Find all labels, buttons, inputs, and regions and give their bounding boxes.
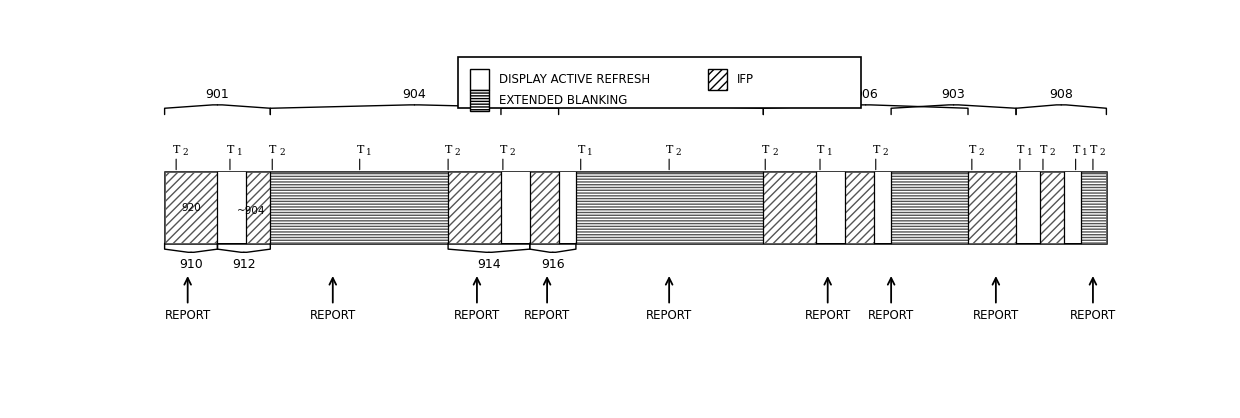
Text: 908: 908: [1049, 88, 1073, 101]
Text: T: T: [174, 145, 181, 155]
Text: T: T: [227, 145, 234, 155]
Text: T: T: [1073, 145, 1080, 155]
Text: DISPLAY ACTIVE REFRESH: DISPLAY ACTIVE REFRESH: [498, 74, 650, 87]
Text: 912: 912: [232, 258, 255, 271]
Text: T: T: [1040, 145, 1048, 155]
Bar: [892, 173, 968, 243]
Text: REPORT: REPORT: [525, 309, 570, 322]
Bar: [470, 69, 490, 90]
Text: 2: 2: [279, 148, 285, 157]
Text: T: T: [817, 145, 825, 155]
Text: 2: 2: [676, 148, 682, 157]
Bar: [1016, 173, 1040, 243]
Text: 2: 2: [978, 148, 985, 157]
Bar: [458, 56, 862, 108]
Bar: [874, 173, 892, 243]
Bar: [558, 173, 575, 243]
Text: T: T: [968, 145, 976, 155]
Text: REPORT: REPORT: [868, 309, 914, 322]
Text: 2: 2: [1050, 148, 1055, 157]
Text: IFP: IFP: [737, 74, 754, 87]
Bar: [529, 173, 558, 243]
Text: REPORT: REPORT: [1070, 309, 1116, 322]
Text: EXTENDED BLANKING: EXTENDED BLANKING: [498, 94, 627, 107]
Bar: [844, 173, 874, 243]
Text: 916: 916: [541, 258, 564, 271]
Text: 904: 904: [403, 88, 427, 101]
Text: 914: 914: [477, 258, 501, 271]
Text: 903: 903: [941, 88, 966, 101]
Text: 1: 1: [827, 148, 832, 157]
Text: T: T: [763, 145, 770, 155]
Text: REPORT: REPORT: [805, 309, 851, 322]
Text: ~904: ~904: [237, 206, 265, 217]
Text: 902: 902: [620, 88, 644, 101]
Bar: [270, 173, 448, 243]
Bar: [217, 173, 247, 243]
Text: REPORT: REPORT: [454, 309, 500, 322]
Text: 910: 910: [179, 258, 203, 271]
Text: 1: 1: [588, 148, 593, 157]
Text: 2: 2: [510, 148, 516, 157]
Text: T: T: [873, 145, 880, 155]
Text: T: T: [578, 145, 585, 155]
Text: T: T: [445, 145, 453, 155]
Bar: [575, 173, 764, 243]
Text: 901: 901: [206, 88, 229, 101]
Text: 1: 1: [1083, 148, 1089, 157]
Bar: [165, 173, 217, 243]
Bar: [1081, 173, 1106, 243]
Text: T: T: [357, 145, 365, 155]
Bar: [1064, 173, 1081, 243]
Text: 1: 1: [237, 148, 243, 157]
Bar: [470, 90, 490, 111]
Text: 906: 906: [854, 88, 878, 101]
Bar: [165, 173, 1106, 243]
Text: 2: 2: [773, 148, 777, 157]
Text: T: T: [1017, 145, 1024, 155]
Text: REPORT: REPORT: [310, 309, 356, 322]
Bar: [764, 173, 816, 243]
Bar: [247, 173, 270, 243]
Text: 2: 2: [182, 148, 188, 157]
Text: T: T: [666, 145, 673, 155]
Bar: [1040, 173, 1064, 243]
Text: 2: 2: [883, 148, 888, 157]
Bar: [968, 173, 1016, 243]
Text: 2: 2: [455, 148, 460, 157]
Bar: [708, 69, 727, 90]
Text: 1: 1: [367, 148, 372, 157]
Text: 920: 920: [181, 203, 201, 213]
Text: REPORT: REPORT: [972, 309, 1019, 322]
Text: T: T: [1090, 145, 1097, 155]
Bar: [816, 173, 844, 243]
Text: T: T: [500, 145, 507, 155]
Bar: [448, 173, 501, 243]
Bar: [501, 173, 529, 243]
Text: 1: 1: [1027, 148, 1033, 157]
Text: 2: 2: [1100, 148, 1105, 157]
Text: REPORT: REPORT: [646, 309, 692, 322]
Text: T: T: [269, 145, 277, 155]
Text: REPORT: REPORT: [165, 309, 211, 322]
